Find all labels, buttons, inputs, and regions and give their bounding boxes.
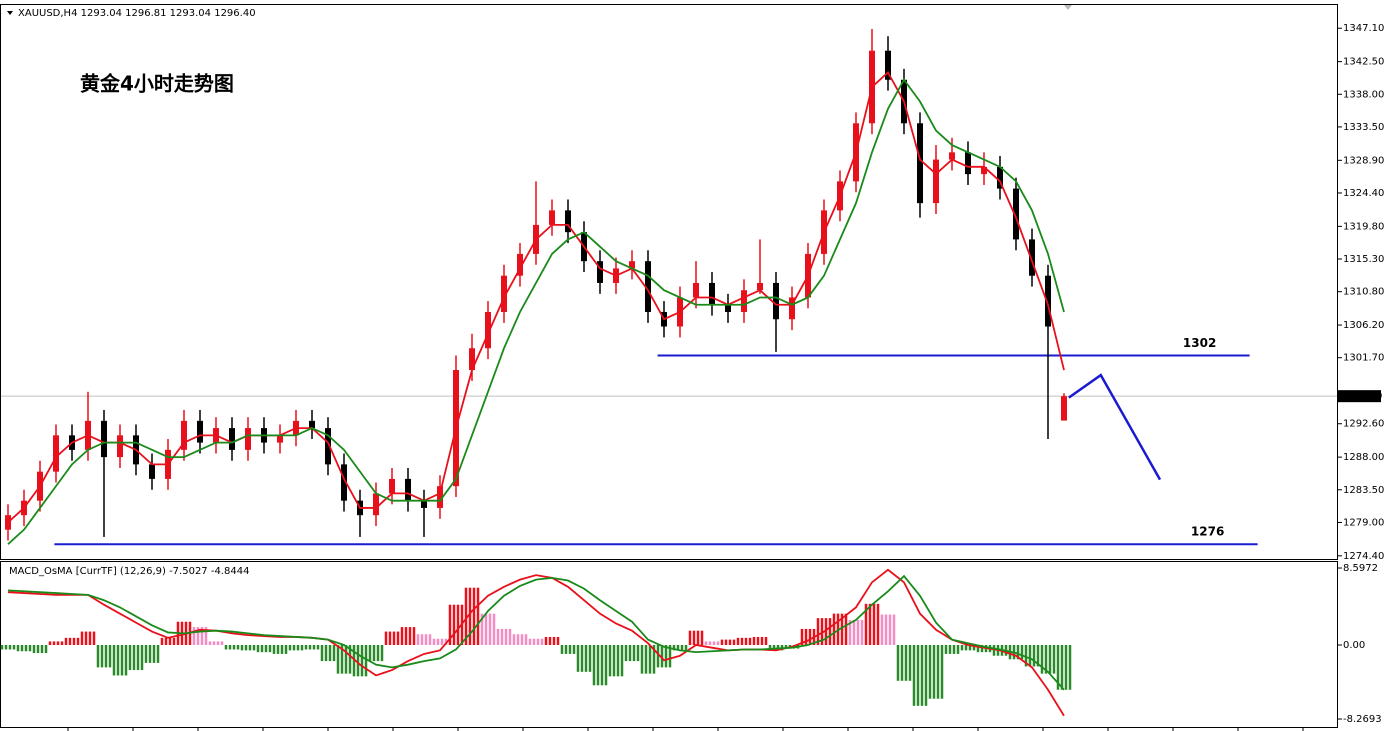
y-tick-label: 1292.60 (1343, 419, 1384, 430)
candle-body (53, 435, 59, 472)
candle-body (629, 261, 635, 269)
y-tick-label: 1288.00 (1343, 452, 1384, 463)
candle-body (757, 282, 763, 291)
macd-title: MACD_OsMA [CurrTF] (12,26,9) -7.5027 -4.… (9, 566, 249, 577)
candle-body (117, 435, 123, 458)
macd-line (7, 574, 1065, 691)
chart-annotation-title: 黄金4小时走势图 (80, 72, 234, 96)
candle-body (277, 435, 283, 443)
candle-body (181, 420, 187, 450)
y-tick-label: 1301.70 (1343, 353, 1384, 364)
candle-body (789, 297, 795, 320)
candle-body (565, 210, 571, 233)
y-tick-label: 1347.10 (1343, 23, 1384, 34)
y-tick-label: 1310.80 (1343, 287, 1384, 298)
current-price-box (1338, 390, 1381, 403)
candle-body (341, 464, 347, 501)
y-tick-label: 8.5972 (1343, 563, 1378, 574)
y-tick-label: 1283.50 (1343, 485, 1384, 496)
candle-body (325, 428, 331, 465)
candle-body (469, 348, 475, 371)
macd-panel (0, 561, 1338, 728)
y-tick-label: 0.00 (1343, 640, 1365, 651)
level-label: 1276 (1191, 525, 1224, 539)
main-panel (0, 4, 1338, 560)
candle-body (405, 478, 411, 501)
y-tick-label: -8.2693 (1343, 714, 1382, 725)
candle-body (229, 428, 235, 450)
moving-average (7, 78, 1065, 545)
candle-body (645, 261, 651, 312)
candle-body (1061, 396, 1067, 421)
level-label: 1302 (1183, 336, 1216, 350)
candle-body (437, 486, 443, 508)
candle-body (1029, 239, 1035, 276)
candle-body (885, 50, 891, 80)
y-tick-label: 1306.20 (1343, 320, 1384, 331)
forecast-path (1068, 373, 1162, 481)
candle-body (981, 166, 987, 175)
y-tick-label: 1333.50 (1343, 122, 1384, 133)
symbol-header: XAUUSD,H4 1293.04 1296.81 1293.04 1296.4… (18, 8, 256, 19)
candle-body (773, 282, 779, 320)
candle-body (965, 152, 971, 175)
candle-body (5, 515, 11, 530)
menu-arrow (7, 11, 13, 15)
candle-body (373, 493, 379, 516)
candle-body (549, 210, 555, 225)
candle-body (949, 152, 955, 160)
candle-body (709, 282, 715, 305)
y-tick-label: 1319.80 (1343, 221, 1384, 232)
candle-body (597, 261, 603, 283)
candle-body (917, 123, 923, 204)
candle-body (693, 282, 699, 298)
candle-body (501, 275, 507, 312)
current-price-label: 1296.40 (1341, 391, 1382, 402)
moving-average (7, 71, 1065, 524)
candle-body (1013, 188, 1019, 240)
y-tick-label: 1342.50 (1343, 57, 1384, 68)
candle-body (245, 428, 251, 450)
candle-body (389, 478, 395, 494)
candle-body (741, 290, 747, 312)
shift-marker (1064, 5, 1072, 10)
y-tick-label: 1338.00 (1343, 89, 1384, 100)
candle-body (421, 500, 427, 508)
candle-body (101, 420, 107, 458)
y-tick-label: 1315.30 (1343, 254, 1384, 265)
candle-body (933, 159, 939, 204)
candle-body (197, 420, 203, 443)
candle-body (1045, 275, 1051, 327)
candle-body (309, 420, 315, 429)
y-tick-label: 1274.40 (1343, 551, 1384, 562)
candle-body (485, 311, 491, 349)
candle-body (997, 166, 1003, 189)
y-tick-label: 1328.90 (1343, 155, 1384, 166)
y-tick-label: 1324.40 (1343, 188, 1384, 199)
candle-body (517, 253, 523, 276)
candle-body (725, 304, 731, 312)
y-tick-label: 1279.00 (1343, 517, 1384, 528)
candle-body (149, 464, 155, 479)
